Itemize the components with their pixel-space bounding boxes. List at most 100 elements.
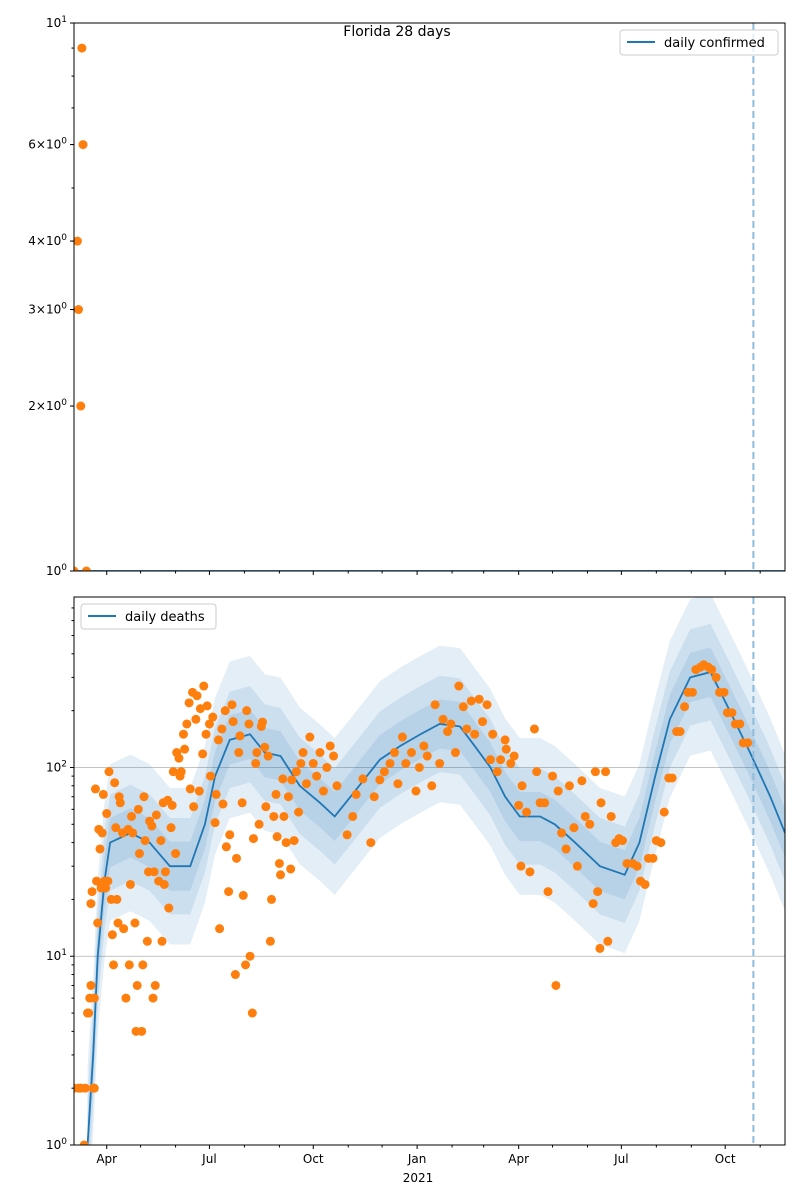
- data-point: [648, 853, 658, 863]
- x-tick-label: Jul: [613, 1152, 628, 1166]
- data-point: [81, 566, 91, 571]
- data-point: [385, 758, 395, 768]
- data-point: [168, 767, 178, 777]
- data-point: [87, 887, 97, 897]
- data-point: [195, 704, 205, 714]
- data-point: [148, 993, 158, 1003]
- data-point: [101, 883, 111, 893]
- data-point: [132, 980, 142, 990]
- data-point: [301, 779, 311, 789]
- data-point: [500, 735, 510, 745]
- data-point: [286, 864, 296, 874]
- data-point: [86, 980, 96, 990]
- data-point: [488, 729, 498, 739]
- chart-title: Florida 28 days: [343, 24, 450, 40]
- data-point: [577, 776, 587, 786]
- data-point: [149, 867, 159, 877]
- data-point: [569, 823, 579, 833]
- data-point: [294, 807, 304, 817]
- data-point: [680, 702, 690, 712]
- data-point: [585, 819, 595, 829]
- data-point: [110, 778, 120, 788]
- y-tick-label: 6×100: [28, 137, 67, 152]
- data-point: [142, 936, 152, 946]
- data-point: [430, 700, 440, 710]
- x-year-label: 2021: [403, 1171, 434, 1185]
- data-point: [606, 811, 616, 821]
- data-point: [279, 811, 289, 821]
- data-point: [191, 714, 201, 724]
- data-point: [675, 727, 685, 737]
- confidence-band: [87, 647, 785, 1145]
- data-point: [522, 807, 532, 817]
- data-point: [446, 719, 456, 729]
- data-point: [159, 879, 169, 889]
- data-point: [213, 735, 223, 745]
- plot-area: [74, 597, 785, 1145]
- data-point: [237, 798, 247, 808]
- data-point: [97, 828, 107, 838]
- data-point: [588, 899, 598, 909]
- median-line: [86, 671, 785, 1145]
- data-point: [95, 844, 105, 854]
- x-tick-label: Apr: [508, 1152, 529, 1166]
- data-point: [113, 918, 123, 928]
- data-point: [595, 943, 605, 953]
- data-point: [125, 879, 135, 889]
- data-point: [251, 758, 261, 768]
- data-point: [227, 700, 237, 710]
- data-point: [157, 936, 167, 946]
- data-point: [115, 798, 125, 808]
- data-point: [261, 802, 271, 812]
- data-point: [156, 836, 166, 846]
- confidence-band: [87, 597, 785, 1145]
- data-point: [130, 918, 140, 928]
- data-point: [342, 830, 352, 840]
- axes-frame: [73, 22, 786, 572]
- data-point: [506, 758, 516, 768]
- data-point: [315, 748, 325, 758]
- data-point: [174, 753, 184, 763]
- deaths-axes: 102 101 100 Apr Jul Oct Jan Apr Jul Oct: [46, 596, 786, 1166]
- data-point: [281, 838, 291, 848]
- data-point: [375, 775, 385, 785]
- data-point: [139, 792, 149, 802]
- data-point: [210, 818, 220, 828]
- data-point: [220, 706, 230, 716]
- data-point: [318, 786, 328, 796]
- data-point: [201, 729, 211, 739]
- data-point: [379, 767, 389, 777]
- data-point: [617, 836, 627, 846]
- data-point: [76, 401, 86, 411]
- data-point: [640, 879, 650, 889]
- data-point: [532, 767, 542, 777]
- data-point: [478, 717, 488, 727]
- data-point: [166, 823, 176, 833]
- data-point: [263, 751, 273, 761]
- data-point: [390, 748, 400, 758]
- data-point: [185, 784, 195, 794]
- data-point: [393, 779, 403, 789]
- data-point: [458, 702, 468, 712]
- data-point: [178, 729, 188, 739]
- data-point: [269, 811, 279, 821]
- data-point: [603, 936, 613, 946]
- data-point: [496, 755, 506, 765]
- data-point: [596, 798, 606, 808]
- data-point: [215, 924, 225, 934]
- data-point: [167, 800, 177, 810]
- data-point: [254, 819, 264, 829]
- data-point: [529, 724, 539, 734]
- data-point: [287, 775, 297, 785]
- data-point: [194, 786, 204, 796]
- data-point: [109, 960, 118, 970]
- data-point: [204, 719, 214, 729]
- data-point: [514, 800, 524, 810]
- data-point: [564, 781, 574, 791]
- data-point: [137, 1026, 147, 1036]
- data-point: [735, 719, 745, 729]
- data-point: [208, 712, 218, 722]
- data-point: [92, 876, 102, 886]
- data-point: [98, 789, 108, 799]
